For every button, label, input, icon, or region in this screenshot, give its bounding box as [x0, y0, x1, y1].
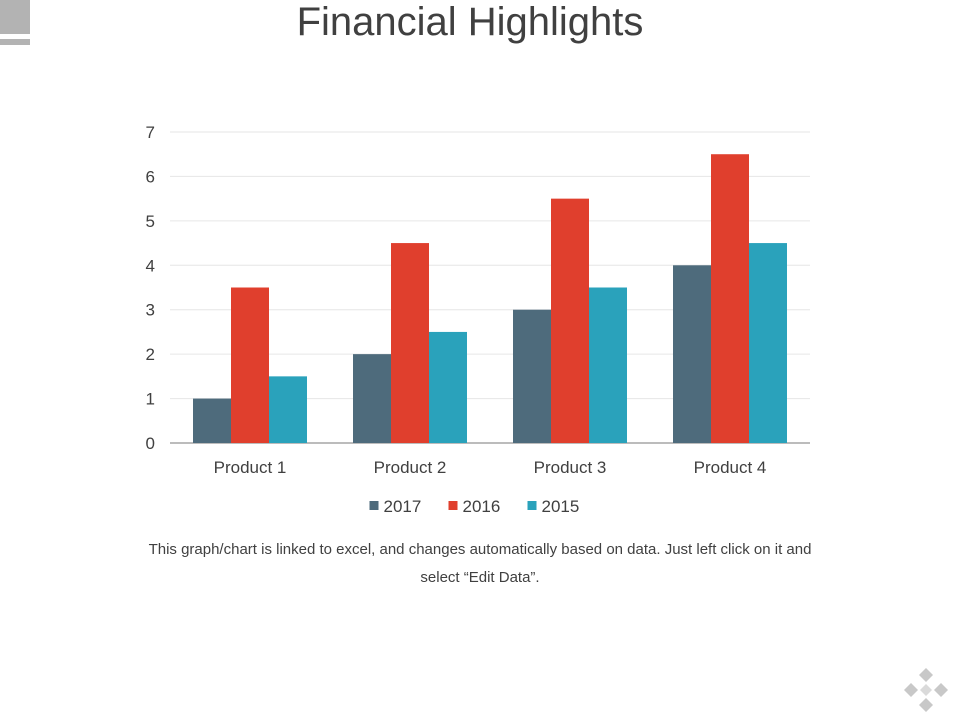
- legend-label: 2016: [463, 497, 501, 516]
- legend-swatch-2017: [369, 501, 379, 510]
- bar-2015-2[interactable]: [429, 331, 467, 443]
- x-tick-label: Product 3: [534, 458, 607, 477]
- bar-2015-3[interactable]: [589, 287, 627, 444]
- bar-2017-4[interactable]: [673, 265, 711, 443]
- legend-label: 2015: [542, 497, 580, 516]
- chart-note: This graph/chart is linked to excel, and…: [148, 541, 812, 586]
- bar-2017-3[interactable]: [513, 309, 551, 443]
- bar-2017-1[interactable]: [193, 398, 231, 443]
- x-tick-label: Product 2: [374, 458, 447, 477]
- bar-2015-4[interactable]: [749, 243, 787, 443]
- x-tick-label: Product 1: [214, 458, 287, 477]
- bar-2017-2[interactable]: [353, 354, 391, 443]
- y-tick-label: 3: [146, 301, 155, 320]
- x-tick-label: Product 4: [694, 458, 767, 477]
- bar-2016-1[interactable]: [231, 287, 269, 444]
- y-tick-label: 1: [146, 390, 155, 409]
- page-title: Financial Highlights: [296, 0, 644, 44]
- bar-2016-2[interactable]: [391, 243, 429, 443]
- legend-label: 2017: [384, 497, 422, 516]
- y-tick-label: 7: [146, 123, 155, 142]
- y-tick-label: 4: [146, 256, 155, 275]
- y-tick-label: 2: [146, 345, 155, 364]
- bar-2016-4[interactable]: [711, 154, 749, 443]
- bar-2016-3[interactable]: [551, 198, 589, 443]
- y-tick-label: 6: [146, 167, 155, 186]
- diamond-logo-icon: [904, 668, 948, 712]
- bar-2015-1[interactable]: [269, 376, 307, 443]
- y-tick-label: 0: [146, 434, 155, 453]
- y-tick-label: 5: [146, 212, 155, 231]
- legend-swatch-2015: [527, 501, 537, 510]
- legend-swatch-2016: [448, 501, 458, 510]
- corner-block-icon: [0, 0, 30, 46]
